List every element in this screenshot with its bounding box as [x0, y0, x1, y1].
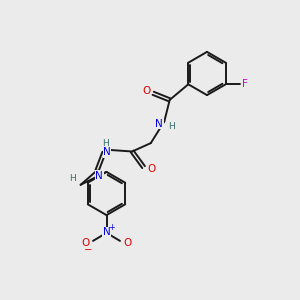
- Text: O: O: [147, 164, 155, 175]
- Text: N: N: [95, 171, 103, 181]
- Text: O: O: [123, 238, 132, 248]
- Text: H: H: [168, 122, 175, 131]
- Text: +: +: [109, 223, 115, 232]
- Text: −: −: [83, 245, 92, 255]
- Text: O: O: [81, 238, 90, 248]
- Text: H: H: [69, 174, 76, 183]
- Text: O: O: [142, 86, 151, 96]
- Text: F: F: [242, 79, 248, 89]
- Text: N: N: [155, 119, 163, 129]
- Text: N: N: [103, 147, 111, 158]
- Text: N: N: [103, 227, 110, 237]
- Text: H: H: [102, 139, 109, 148]
